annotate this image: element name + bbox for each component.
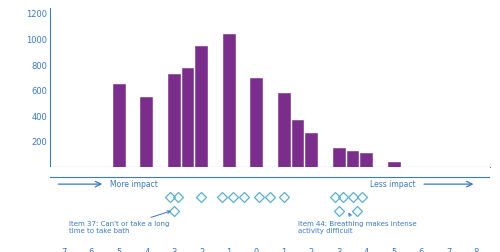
- Bar: [333, 148, 344, 167]
- Bar: [168, 74, 179, 167]
- Bar: [182, 68, 194, 167]
- Bar: [140, 97, 152, 167]
- Bar: [346, 150, 358, 167]
- Text: Less impact: Less impact: [370, 180, 416, 188]
- Text: Location (logits): Location (logits): [422, 170, 490, 179]
- Bar: [292, 120, 304, 167]
- Text: Item 44: Breathing makes intense
activity difficult: Item 44: Breathing makes intense activit…: [298, 213, 416, 234]
- Bar: [306, 133, 317, 167]
- Bar: [196, 46, 207, 167]
- Bar: [388, 162, 400, 167]
- Bar: [223, 34, 234, 167]
- Bar: [250, 78, 262, 167]
- Text: Item 37: Can't or take a long
time to take bath: Item 37: Can't or take a long time to ta…: [69, 211, 170, 234]
- Bar: [278, 93, 289, 167]
- Bar: [360, 153, 372, 167]
- Text: More impact: More impact: [110, 180, 158, 188]
- Bar: [113, 84, 124, 167]
